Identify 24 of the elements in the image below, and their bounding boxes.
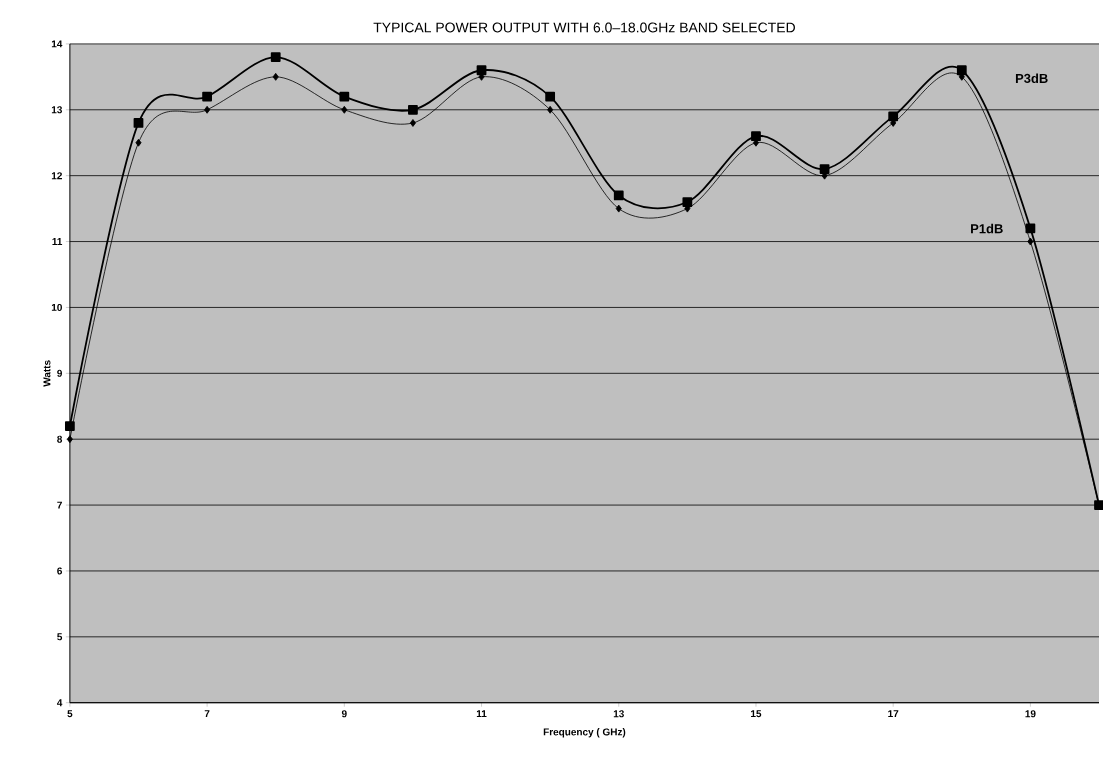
y-tick-label: 14 — [51, 40, 63, 48]
x-tick-label: 17 — [888, 710, 899, 718]
y-tick-label: 10 — [51, 304, 62, 312]
y-tick-label: 6 — [57, 567, 63, 575]
x-tick-label: 15 — [751, 710, 762, 718]
y-axis-title: Watts — [43, 360, 51, 387]
x-tick-label: 5 — [67, 710, 73, 718]
x-tick-label: 13 — [613, 710, 624, 718]
series-label: P1dB — [971, 224, 1003, 234]
chart-title: TYPICAL POWER OUTPUT WITH 6.0–18.0GHz BAND SELECTED — [373, 22, 795, 33]
y-tick-label: 13 — [51, 106, 63, 114]
y-tick-label: 12 — [51, 172, 62, 180]
y-tick-label: 5 — [57, 633, 63, 641]
text: P3dB — [1015, 73, 1048, 84]
y-tick-label: 8 — [57, 435, 63, 443]
x-tick-label: 7 — [204, 710, 210, 718]
x-tick-label: 19 — [1025, 710, 1036, 718]
x-axis-title: Frequency ( GHz) — [543, 728, 626, 738]
x-tick-label: 11 — [476, 710, 487, 718]
y-tick-label: 11 — [52, 238, 63, 246]
y-tick-label: 4 — [56, 699, 63, 707]
y-tick-label: 7 — [57, 501, 62, 509]
y-tick-label: 9 — [57, 369, 62, 378]
x-tick-label: 9 — [341, 710, 347, 718]
